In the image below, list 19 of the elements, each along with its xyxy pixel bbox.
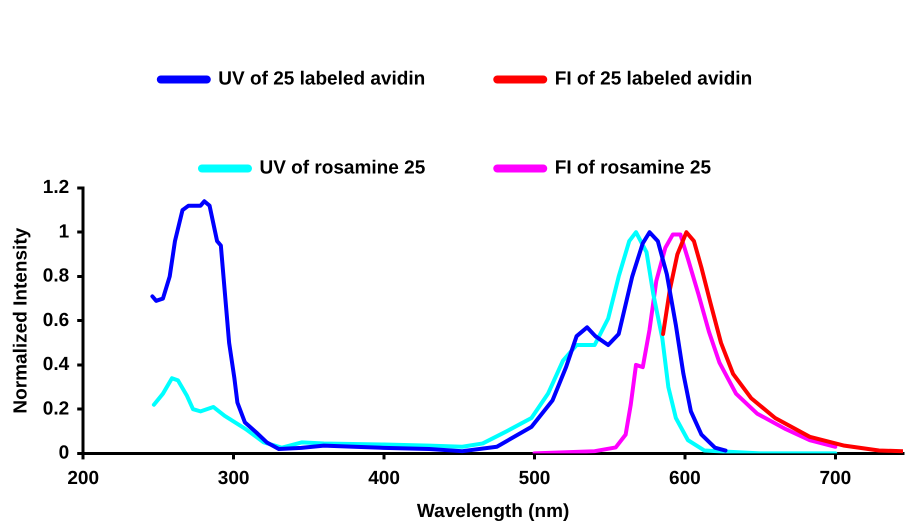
x-tick-label: 400 [368, 468, 400, 490]
legend-label: UV of rosamine 25 [259, 158, 426, 179]
legend-label: FI of rosamine 25 [554, 158, 712, 179]
legend-label: UV of 25 labeled avidin [218, 68, 426, 90]
y-tick-label: 0.2 [42, 398, 70, 420]
x-tick-label: 300 [218, 468, 250, 490]
y-tick-label: 0.4 [42, 354, 70, 376]
y-axis-title: Normalized Intensity [10, 227, 32, 414]
x-axis-title: Wavelength (nm) [416, 500, 570, 522]
x-tick-label: 500 [518, 468, 550, 490]
x-tick-label: 700 [819, 468, 852, 490]
y-tick-label: 0.8 [42, 266, 70, 287]
x-tick-label: 600 [669, 468, 701, 490]
y-tick-label: 1 [58, 221, 70, 242]
y-tick-label: 1.2 [42, 177, 70, 198]
y-tick-label: 0.6 [42, 310, 70, 331]
legend-label: FI of 25 labeled avidin [554, 68, 752, 90]
y-tick-label: 0 [58, 442, 70, 464]
x-tick-label: 200 [67, 468, 100, 490]
